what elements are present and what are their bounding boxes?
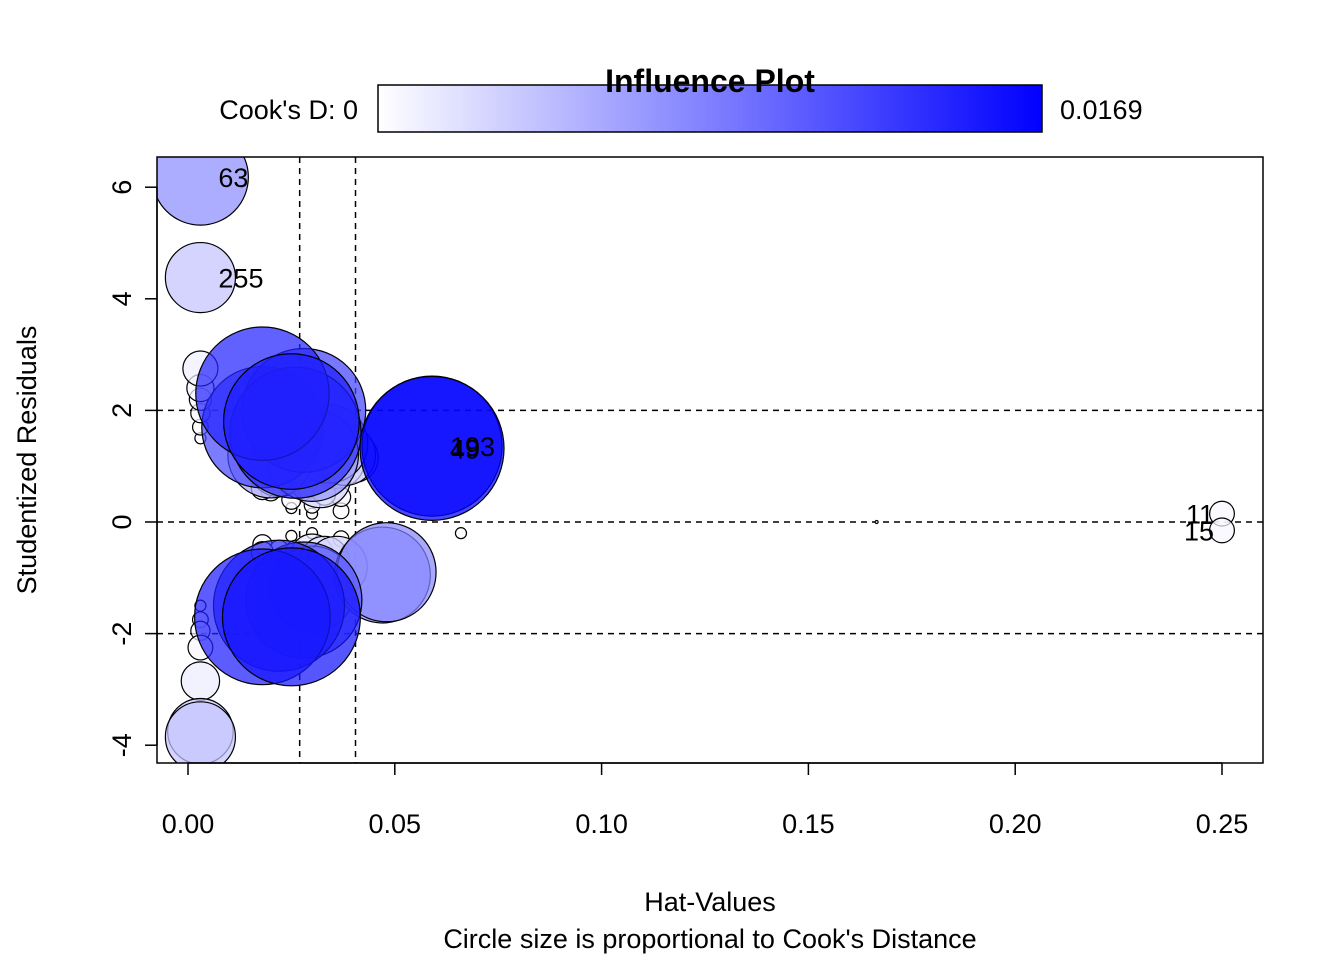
colorbar-gradient [377,84,1043,133]
y-axis-label: Studentized Residuals [12,326,42,595]
y-tick-label: 6 [107,180,137,195]
x-tick-label: 0.00 [162,809,215,839]
point-label: 255 [218,264,263,294]
x-axis-label: Hat-Values [644,887,776,917]
x-tick-label: 0.10 [575,809,628,839]
data-point [180,661,221,701]
point-label: 63 [218,163,248,193]
data-point [164,241,237,314]
y-tick-label: -2 [107,622,137,646]
x-axis: 0.00 0.05 0.10 0.15 0.20 0.25 [162,762,1249,839]
data-points [157,157,1235,763]
colorbar-legend: Cook's D: 0 0.0169 [219,84,1143,133]
point-label: 11 [1186,500,1214,530]
data-point [454,527,468,540]
data-point [164,701,237,763]
x-tick-label: 0.25 [1196,809,1249,839]
y-tick-label: 2 [107,403,137,418]
data-point [157,157,249,226]
x-tick-label: 0.20 [989,809,1042,839]
y-tick-label: 4 [107,291,137,306]
data-point [1209,517,1235,544]
point-label: 49 [450,434,480,464]
data-point [222,353,360,490]
chart-title: Influence Plot [605,63,815,99]
x-tick-label: 0.15 [782,809,835,839]
colorbar-min-label: Cook's D: 0 [219,95,358,125]
y-tick-label: 0 [107,514,137,529]
chart-subtitle: Circle size is proportional to Cook's Di… [443,924,976,954]
data-point [874,519,879,525]
point-label: 193 [450,432,495,462]
data-point [221,547,361,687]
y-tick-label: -4 [107,733,137,757]
point-label: 15 [1184,516,1214,546]
colorbar-max-label: 0.0169 [1060,95,1143,125]
y-axis: -4 -2 0 2 4 6 [107,180,158,757]
x-tick-label: 0.05 [369,809,422,839]
data-point [359,375,505,521]
